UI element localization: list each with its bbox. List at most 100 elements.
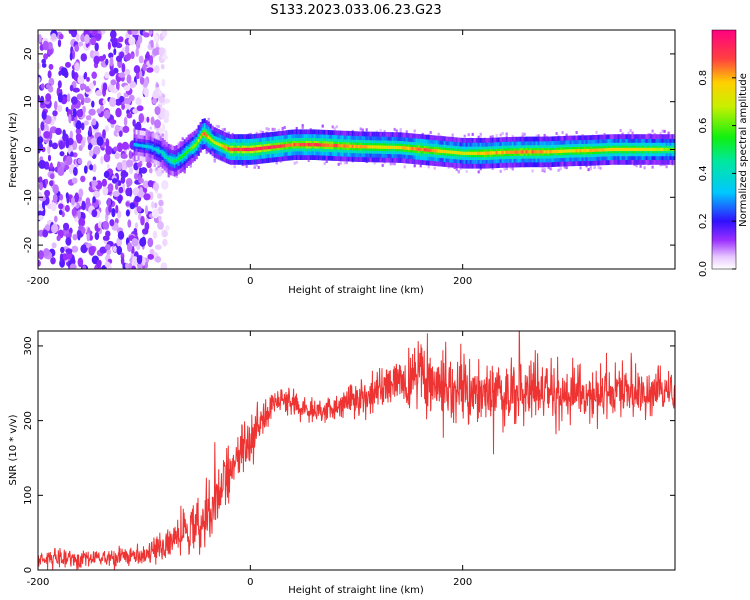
spectrogram-cell [443, 149, 446, 154]
spectrogram-cell [255, 131, 258, 135]
spectrogram-cell [81, 200, 86, 211]
spectrogram-cell [102, 129, 106, 139]
spectrogram-cell [461, 151, 464, 155]
spectrogram-cell [140, 215, 145, 226]
spectrogram-cell [277, 128, 280, 132]
spectrogram-cell [541, 169, 544, 172]
spectrogram-cell [162, 238, 168, 247]
spectrogram-cell [70, 197, 76, 206]
spectrogram-cell [139, 143, 142, 148]
y-tick-label: 20 [23, 48, 34, 61]
spectrogram-cell [159, 107, 166, 113]
spectrogram-cell [47, 144, 51, 155]
spectrogram-cell [205, 133, 208, 138]
spectrogram-cell [112, 190, 120, 197]
spectrogram-cell [633, 147, 636, 152]
spectrogram-cell [217, 125, 220, 128]
spectrogram-cell [105, 58, 109, 66]
spectrogram-cell [119, 186, 123, 193]
spectrogram-cell [393, 162, 396, 166]
spectrogram-cell [223, 127, 226, 131]
spectrogram-cell [665, 147, 668, 152]
spectrogram-cell [261, 131, 264, 134]
spectrogram-cell [91, 118, 97, 126]
spectrogram-cell [138, 55, 144, 64]
spectrogram-cell [149, 248, 155, 255]
spectrogram-cell [343, 161, 346, 165]
spectrogram-cell [118, 72, 126, 78]
spectrogram-cell [451, 133, 454, 137]
spectrogram-cell [164, 225, 170, 231]
spectrogram-cell [231, 147, 234, 152]
spectrogram-cell [271, 127, 274, 131]
spectrogram-cell [133, 172, 139, 180]
spectrogram-cell [76, 109, 84, 118]
spectrogram-cell [43, 53, 49, 60]
spectrogram-cell [615, 147, 618, 152]
spectrogram-cell [393, 127, 396, 131]
spectrogram-cell [125, 209, 130, 217]
spectrogram-cell [499, 133, 502, 137]
spectrogram-cell [189, 147, 192, 151]
spectrogram-cell [575, 149, 578, 153]
spectrogram-cell [253, 165, 256, 169]
spectrogram-cell [597, 148, 600, 152]
spectrogram-cell [309, 143, 312, 147]
spectrogram-cell [51, 223, 59, 234]
spectrogram-cell [116, 246, 123, 255]
spectrogram-cell [62, 129, 66, 137]
spectrogram-cell [44, 189, 51, 197]
spectrogram-cell [169, 158, 172, 162]
spectrogram-cell [367, 145, 370, 149]
spectrogram-cell [177, 157, 180, 161]
spectrogram-cell [585, 148, 588, 153]
spectrogram-cell [113, 146, 119, 152]
spectrogram-cell [59, 151, 65, 157]
spectrogram-cell [92, 196, 96, 204]
spectrogram-cell [391, 145, 394, 149]
spectrogram-cell [156, 83, 159, 89]
spectrogram-cell [165, 155, 168, 159]
spectrogram-cell [639, 164, 642, 168]
spectrogram-cell [147, 145, 150, 149]
spectrogram-cell [635, 164, 638, 168]
spectrogram-cell [215, 141, 218, 145]
spectrogram-cell [497, 151, 500, 155]
spectrogram-cell [541, 166, 544, 170]
spectrogram-cell [143, 193, 151, 201]
spectrogram-cell [599, 166, 602, 170]
spectrogram-cell [42, 200, 46, 210]
spectrogram-cell [493, 151, 496, 155]
spectrogram-cell [141, 256, 146, 266]
spectrogram-cell [655, 147, 658, 152]
spectrogram-cell [77, 41, 84, 47]
spectrogram-cell [265, 146, 268, 150]
spectrogram-cell [139, 186, 144, 196]
spectrogram-cell [57, 80, 62, 89]
spectrogram-cell [126, 159, 134, 168]
spectrogram-cell [233, 147, 236, 152]
spectrogram-cell [635, 147, 638, 152]
spectrogram-cell [627, 147, 630, 152]
spectrogram-cell [135, 97, 142, 106]
spectrogram-cell [65, 138, 70, 149]
spectrogram-cell [88, 30, 93, 34]
spectrogram-cell [128, 36, 136, 46]
spectrogram-cell [201, 132, 204, 136]
spectrogram-cell [401, 146, 404, 150]
spectrogram-cell [136, 206, 142, 213]
spectrogram-cell [118, 36, 124, 43]
spectrogram-cell [85, 115, 92, 121]
spectrogram-cell [163, 180, 167, 190]
spectrogram-cell [105, 145, 113, 155]
spectrogram-cell [319, 143, 322, 147]
spectrogram-cell [547, 166, 550, 170]
spectrogram-x-axis: -200 0 200 [27, 30, 472, 287]
spectrogram-cell [100, 156, 104, 165]
spectrogram-cell [511, 134, 514, 138]
spectrogram-cell [383, 145, 386, 149]
spectrogram-cell [111, 207, 116, 218]
snr-series-line [38, 331, 675, 570]
spectrogram-cell [95, 89, 103, 97]
spectrogram-cell [227, 131, 230, 135]
